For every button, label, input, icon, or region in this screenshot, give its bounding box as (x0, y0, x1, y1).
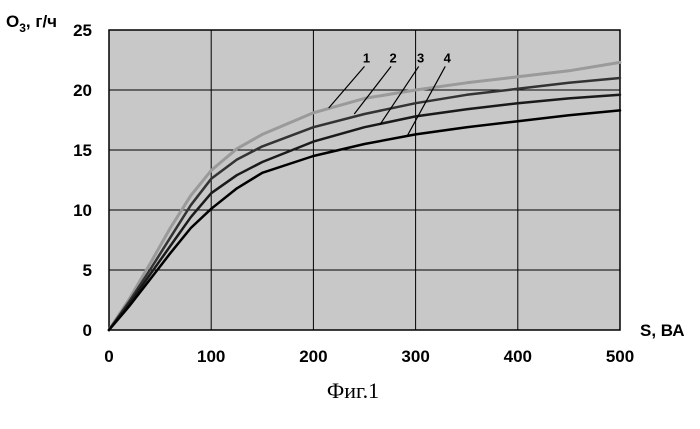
x-axis-title: S, ВА (640, 321, 685, 340)
x-tick-label: 0 (104, 347, 113, 366)
y-tick-labels: 0 5 10 15 20 25 (73, 21, 92, 340)
x-tick-label: 400 (504, 347, 532, 366)
series-label-4: 4 (444, 50, 452, 65)
figure-caption: Фиг.1 (327, 378, 379, 403)
y-tick-label: 10 (73, 201, 92, 220)
series-label-2: 2 (389, 50, 396, 65)
x-tick-label: 500 (606, 347, 634, 366)
x-tick-label: 300 (401, 347, 429, 366)
x-tick-label: 200 (299, 347, 327, 366)
series-label-1: 1 (363, 50, 370, 65)
y-tick-label: 25 (73, 21, 92, 40)
x-tick-label: 100 (197, 347, 225, 366)
x-tick-labels: 0 100 200 300 400 500 (104, 347, 634, 366)
y-axis-title: O3, г/ч (6, 12, 57, 35)
y-tick-label: 0 (83, 321, 92, 340)
y-tick-label: 15 (73, 141, 92, 160)
y-tick-label: 5 (83, 261, 92, 280)
series-label-3: 3 (417, 50, 424, 65)
y-tick-label: 20 (73, 81, 92, 100)
